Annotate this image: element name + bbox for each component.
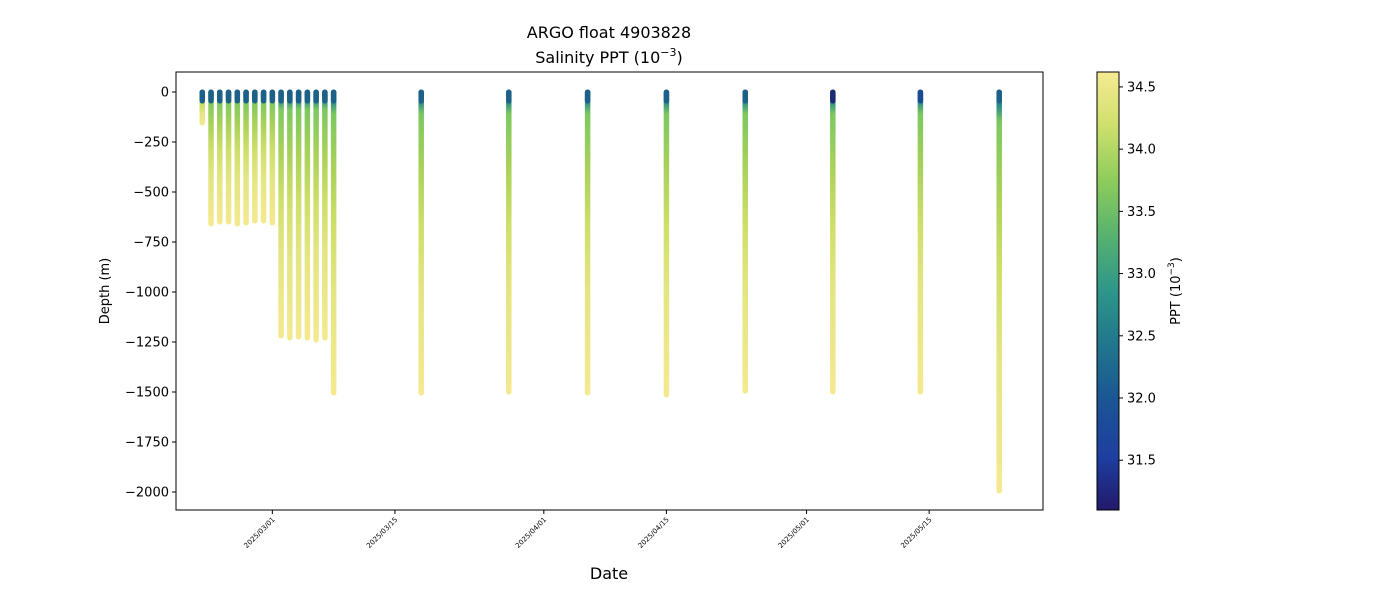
colorbar <box>1096 71 1120 511</box>
profile-surface-9 <box>269 89 276 104</box>
profile-surface-14 <box>313 89 319 104</box>
profile-8 <box>260 89 267 224</box>
profile-16 <box>330 89 337 396</box>
profile-surface-22 <box>830 89 836 104</box>
profile-18 <box>506 89 512 395</box>
colorbar-tick-label: 31.5 <box>1127 454 1156 469</box>
x-tick-label: 2025/05/01 <box>777 516 811 550</box>
colorbar-label: PPT (10−3) <box>1167 257 1184 325</box>
profile-surface-3 <box>217 89 223 104</box>
profile-13 <box>304 89 311 341</box>
y-tick-label: −1750 <box>125 436 169 451</box>
profile-3 <box>217 89 223 225</box>
profile-surface-23 <box>917 89 924 104</box>
y-tick-label: 0 <box>161 86 169 101</box>
colorbar-tick-label: 33.5 <box>1127 205 1156 220</box>
profile-surface-11 <box>287 89 293 104</box>
profile-surface-5 <box>234 89 241 104</box>
profile-7 <box>252 89 258 224</box>
profile-surface-20 <box>663 89 670 104</box>
profile-surface-16 <box>330 89 337 104</box>
x-axis-ticks: 2025/03/01 2025/03/15 2025/04/01 2025/04/15… <box>243 510 934 550</box>
chart-title-line1: ARGO float 4903828 <box>527 23 691 42</box>
profile-surface-1 <box>199 89 206 104</box>
profile-20 <box>663 89 670 398</box>
profile-surface-7 <box>252 89 258 104</box>
plot-area <box>175 71 1044 511</box>
profile-6 <box>243 89 249 226</box>
profile-14 <box>313 89 319 343</box>
profile-15 <box>322 89 328 341</box>
profile-19 <box>584 89 591 396</box>
x-tick-label: 2025/04/01 <box>514 516 548 550</box>
profile-17 <box>418 89 424 396</box>
chart-title-line2-end: ) <box>677 48 683 67</box>
colorbar-tick-label: 32.0 <box>1127 392 1156 407</box>
x-tick-label: 2025/03/15 <box>365 516 399 550</box>
profile-surface-13 <box>304 89 311 104</box>
colorbar-tick-label: 33.0 <box>1127 267 1156 282</box>
y-tick-label: −500 <box>133 186 169 201</box>
colorbar-tick-label: 34.0 <box>1127 143 1156 158</box>
profile-2 <box>208 89 214 227</box>
profile-24 <box>996 89 1002 494</box>
x-tick-label: 2025/05/15 <box>899 516 933 550</box>
profile-10 <box>278 89 284 339</box>
profile-5 <box>234 89 241 227</box>
y-axis-ticks: 0 −250 −500 −750 −1000 −1250 −1500 −1750 −2000 <box>125 86 176 501</box>
profile-surface-17 <box>418 89 424 104</box>
chart-title-line2-sup: −3 <box>660 46 676 59</box>
x-tick-label: 2025/04/15 <box>637 516 671 550</box>
y-tick-label: −750 <box>133 236 169 251</box>
profile-surface-6 <box>243 89 249 104</box>
x-tick-label: 2025/03/01 <box>243 516 277 550</box>
y-tick-label: −1500 <box>125 386 169 401</box>
profile-surface-10 <box>278 89 284 104</box>
y-tick-label: −250 <box>133 136 169 151</box>
chart-title-line2: Salinity PPT (10−3) <box>535 46 683 67</box>
colorbar-label-end: ) <box>1169 257 1184 262</box>
profile-9 <box>269 89 276 226</box>
profile-surface-24 <box>996 89 1002 104</box>
profile-4 <box>225 89 232 225</box>
profile-surface-12 <box>295 89 302 104</box>
profile-21 <box>742 89 748 394</box>
y-axis-label: Depth (m) <box>98 258 113 325</box>
profile-surface-21 <box>742 89 748 104</box>
colorbar-label-main: PPT (10 <box>1169 275 1184 324</box>
y-tick-label: −1000 <box>125 286 169 301</box>
colorbar-tick-label: 34.5 <box>1127 80 1156 95</box>
colorbar-tick-label: 32.5 <box>1127 329 1156 344</box>
y-tick-label: −2000 <box>125 486 169 501</box>
profile-11 <box>287 89 293 341</box>
profile-surface-15 <box>322 89 328 104</box>
profile-surface-18 <box>506 89 512 104</box>
profile-surface-4 <box>225 89 232 104</box>
profile-surface-8 <box>260 89 267 104</box>
colorbar-label-sup: −3 <box>1167 262 1177 275</box>
x-axis-label: Date <box>590 564 628 583</box>
profile-surface-2 <box>208 89 214 104</box>
profiles-layer <box>199 89 1002 494</box>
profile-12 <box>295 89 302 340</box>
colorbar-ticks: 31.5 32.0 32.5 33.0 33.5 34.0 34.5 <box>1119 80 1156 469</box>
profile-23 <box>917 89 924 395</box>
chart-title-line2-main: Salinity PPT (10 <box>535 48 660 67</box>
profile-surface-19 <box>584 89 591 104</box>
profile-22 <box>830 89 836 395</box>
y-tick-label: −1250 <box>125 336 169 351</box>
